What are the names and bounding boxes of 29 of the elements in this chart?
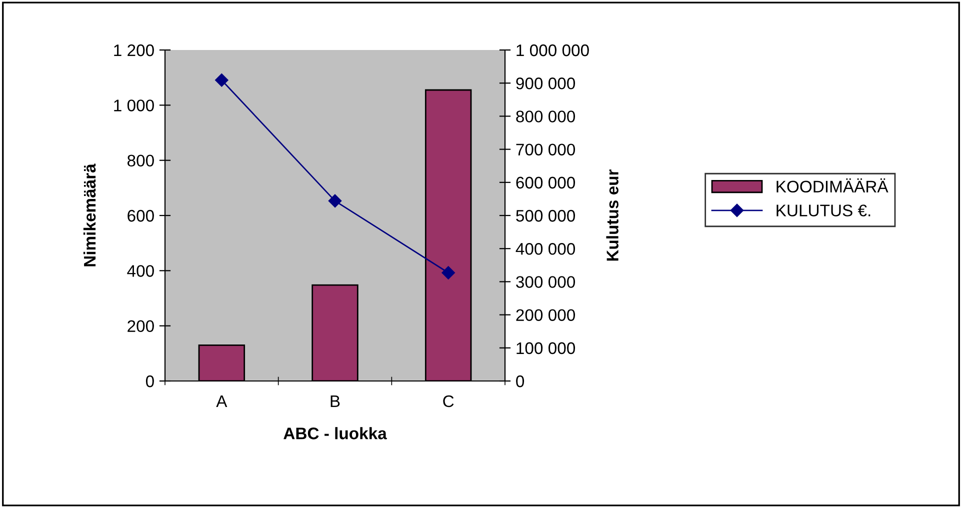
y2-axis-title: Kulutus eur [606, 169, 618, 261]
point [215, 74, 228, 87]
y2-tick-label: 900 000 [516, 78, 576, 90]
y-axis-title: Nimikemäärä [83, 164, 96, 266]
x-axis-title: ABC - luokka [284, 427, 387, 440]
y-tick-label: 1 000 [114, 100, 154, 112]
y2-tick-label: 400 000 [516, 243, 576, 255]
y-tick-label: 200 [128, 320, 154, 332]
y-tick-label: 0 [146, 375, 154, 388]
y-tick-label: 600 [128, 210, 154, 222]
y2-tick-label: 100 000 [516, 342, 576, 354]
x-tick-label: B [330, 396, 340, 407]
y-tick-label: 1 200 [114, 44, 154, 56]
point [328, 194, 342, 208]
y2-tick-label: 700 000 [516, 144, 576, 156]
y2-tick-label: 0 [516, 375, 524, 388]
x-tick-label: A [216, 396, 228, 407]
y2-tick-label: 500 000 [516, 210, 576, 222]
x-tick-label: C [443, 395, 454, 408]
point [442, 266, 455, 280]
legend-label: KOODIMÄÄRÄ [776, 178, 888, 193]
y2-tick-label: 300 000 [516, 276, 576, 288]
y2-tick-label: 800 000 [516, 110, 576, 122]
y-tick-label: 800 [128, 154, 154, 167]
y2-tick-label: 200 000 [516, 309, 576, 322]
y2-tick-label: 600 000 [516, 176, 576, 189]
y2-tick-label: 1 000 000 [516, 44, 589, 56]
legend-label: KULUTUS €. [776, 204, 870, 216]
y-tick-label: 400 [127, 265, 154, 277]
